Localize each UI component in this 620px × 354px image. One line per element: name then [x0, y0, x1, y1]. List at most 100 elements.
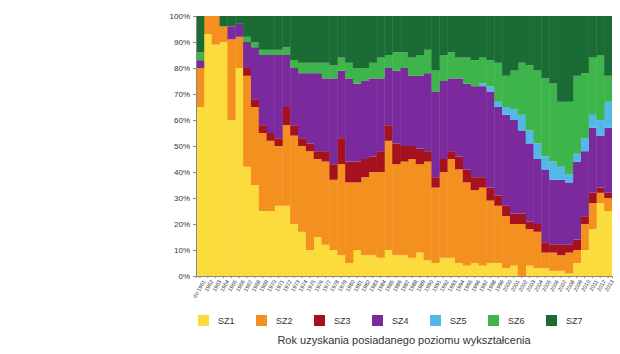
bar — [439, 81, 447, 159]
bar — [353, 68, 361, 84]
bar — [322, 245, 330, 276]
tick: 100% — [170, 12, 196, 21]
legend-item: SZ3 — [314, 315, 351, 326]
bar — [235, 16, 243, 24]
bar — [392, 52, 400, 70]
bar — [510, 71, 518, 110]
bar — [502, 107, 510, 115]
bar — [486, 86, 494, 91]
bar — [471, 190, 479, 263]
tick: 10% — [174, 246, 196, 255]
bar — [573, 154, 581, 162]
bar — [557, 102, 565, 167]
tick-mark — [254, 276, 255, 278]
tick-mark — [568, 276, 569, 278]
bar — [259, 211, 267, 276]
bar — [243, 76, 251, 167]
tick-mark — [231, 276, 232, 278]
bar — [345, 16, 353, 63]
bar — [431, 16, 439, 71]
bar — [400, 162, 408, 256]
bar — [588, 229, 596, 276]
bar — [243, 167, 251, 276]
tick-label: 40% — [174, 168, 190, 177]
bar — [400, 255, 408, 276]
tick-mark — [309, 276, 310, 278]
bar — [581, 138, 589, 151]
bar — [573, 240, 581, 250]
bar — [549, 84, 557, 162]
bar — [227, 16, 235, 26]
bar — [486, 60, 494, 86]
bar — [212, 16, 220, 17]
bar — [353, 162, 361, 183]
tick-mark — [553, 276, 554, 278]
tick-mark — [193, 68, 196, 69]
bar — [581, 250, 589, 276]
bar — [282, 16, 290, 47]
bar — [322, 16, 330, 63]
tick-label: 30% — [174, 194, 190, 203]
tick-mark — [199, 276, 200, 278]
legend-label: SZ3 — [334, 316, 351, 326]
bar — [518, 63, 526, 115]
bar — [416, 76, 424, 149]
bar — [557, 180, 565, 245]
bar — [581, 151, 589, 216]
bar — [329, 78, 337, 164]
bar — [557, 271, 565, 276]
bar — [290, 224, 298, 276]
tick-mark — [262, 276, 263, 278]
bar — [439, 16, 447, 55]
bar — [290, 68, 298, 125]
bar — [345, 78, 353, 161]
bar — [541, 169, 549, 242]
bar — [494, 263, 502, 276]
bar — [471, 263, 479, 276]
legend-swatch — [546, 315, 557, 326]
bar — [565, 273, 573, 276]
bar — [604, 76, 612, 102]
bar — [565, 253, 573, 274]
legend-swatch — [314, 315, 325, 326]
tick-label: 2013 — [604, 279, 615, 293]
bar — [337, 16, 345, 58]
bar — [534, 71, 542, 144]
tick: 80% — [174, 64, 196, 73]
bar — [581, 216, 589, 224]
bar — [274, 55, 282, 138]
tick-label: 80% — [174, 64, 190, 73]
bar — [322, 151, 330, 161]
legend-item: SZ2 — [256, 315, 293, 326]
tick-mark — [404, 276, 405, 278]
bar — [439, 258, 447, 276]
legend-swatch — [430, 315, 441, 326]
tick-mark — [435, 276, 436, 278]
bar — [345, 182, 353, 263]
bar — [486, 263, 494, 276]
bar — [227, 39, 235, 120]
bar — [581, 224, 589, 250]
tick-mark — [490, 276, 491, 278]
tick-mark — [364, 276, 365, 278]
bar — [549, 245, 557, 253]
bar — [196, 107, 204, 276]
bar — [361, 159, 369, 177]
bar — [471, 16, 479, 60]
bar — [212, 45, 220, 276]
bar — [494, 63, 502, 102]
bar — [596, 16, 604, 55]
bar — [502, 206, 510, 216]
tick-mark — [278, 276, 279, 278]
bar — [235, 37, 243, 68]
bar — [369, 156, 377, 172]
bar — [212, 16, 220, 17]
bar — [455, 156, 463, 169]
legend-label: SZ1 — [218, 316, 235, 326]
bar — [479, 58, 487, 84]
tick: 0% — [178, 272, 196, 281]
bar — [549, 271, 557, 276]
bar — [243, 68, 251, 76]
bar — [259, 50, 267, 55]
bar — [345, 263, 353, 276]
